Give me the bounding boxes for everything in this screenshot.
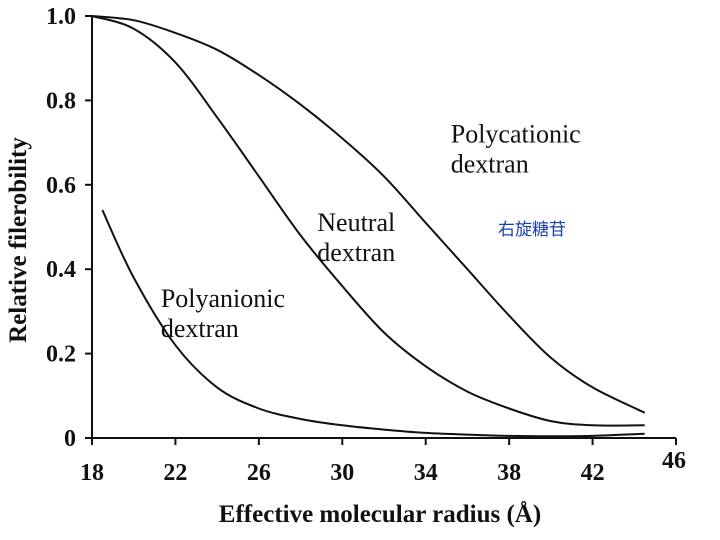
x-axis-title: Effective molecular radius (Å): [219, 500, 541, 528]
series-label-neutral-dextran-2: dextran: [317, 238, 395, 267]
x-tick-labels: 18 22 26 30 34 38 42 46: [80, 448, 686, 486]
y-tick-label-0.2: 0.2: [46, 342, 76, 368]
x-tick-label-38: 38: [497, 460, 521, 486]
series-line-polycationic-dextran: [91, 15, 646, 414]
series-label-polyanionic-dextran-2: dextran: [161, 314, 239, 343]
series-line-neutral-dextran: [91, 15, 645, 427]
series-labels: PolycationicdextranNeutraldextranPolyani…: [161, 120, 581, 344]
y-tick-label-0: 0: [64, 426, 76, 452]
x-tick-label-18: 18: [80, 460, 104, 486]
data-series: [91, 15, 646, 438]
y-tick-label-1.0: 1.0: [46, 4, 76, 30]
chinese-annotation: 右旋糖苷: [498, 220, 566, 240]
y-tick-labels: 0 0.2 0.4 0.6 0.8 1.0: [46, 4, 76, 452]
y-tick-label-0.6: 0.6: [46, 173, 76, 199]
x-tick-label-22: 22: [163, 460, 187, 486]
x-tick-label-34: 34: [414, 460, 438, 486]
y-tick-label-0.4: 0.4: [46, 257, 76, 283]
series-label-polyanionic-dextran-1: Polyanionic: [161, 284, 285, 313]
y-tick-label-0.8: 0.8: [46, 88, 76, 114]
x-tick-label-26: 26: [247, 460, 271, 486]
series-label-polycationic-dextran-1: Polycationic: [451, 120, 581, 149]
x-tick-label-30: 30: [330, 460, 354, 486]
x-tick-label-46: 46: [662, 448, 686, 474]
chart-axes: [91, 16, 676, 439]
series-label-polycationic-dextran-2: dextran: [451, 150, 529, 179]
tick-marks: [85, 15, 677, 445]
series-label-neutral-dextran-1: Neutral: [317, 208, 395, 237]
y-axis-title: Relative filerobility: [5, 137, 32, 343]
series-line-polyanionic-dextran: [101, 209, 645, 438]
x-tick-label-42: 42: [581, 460, 605, 486]
